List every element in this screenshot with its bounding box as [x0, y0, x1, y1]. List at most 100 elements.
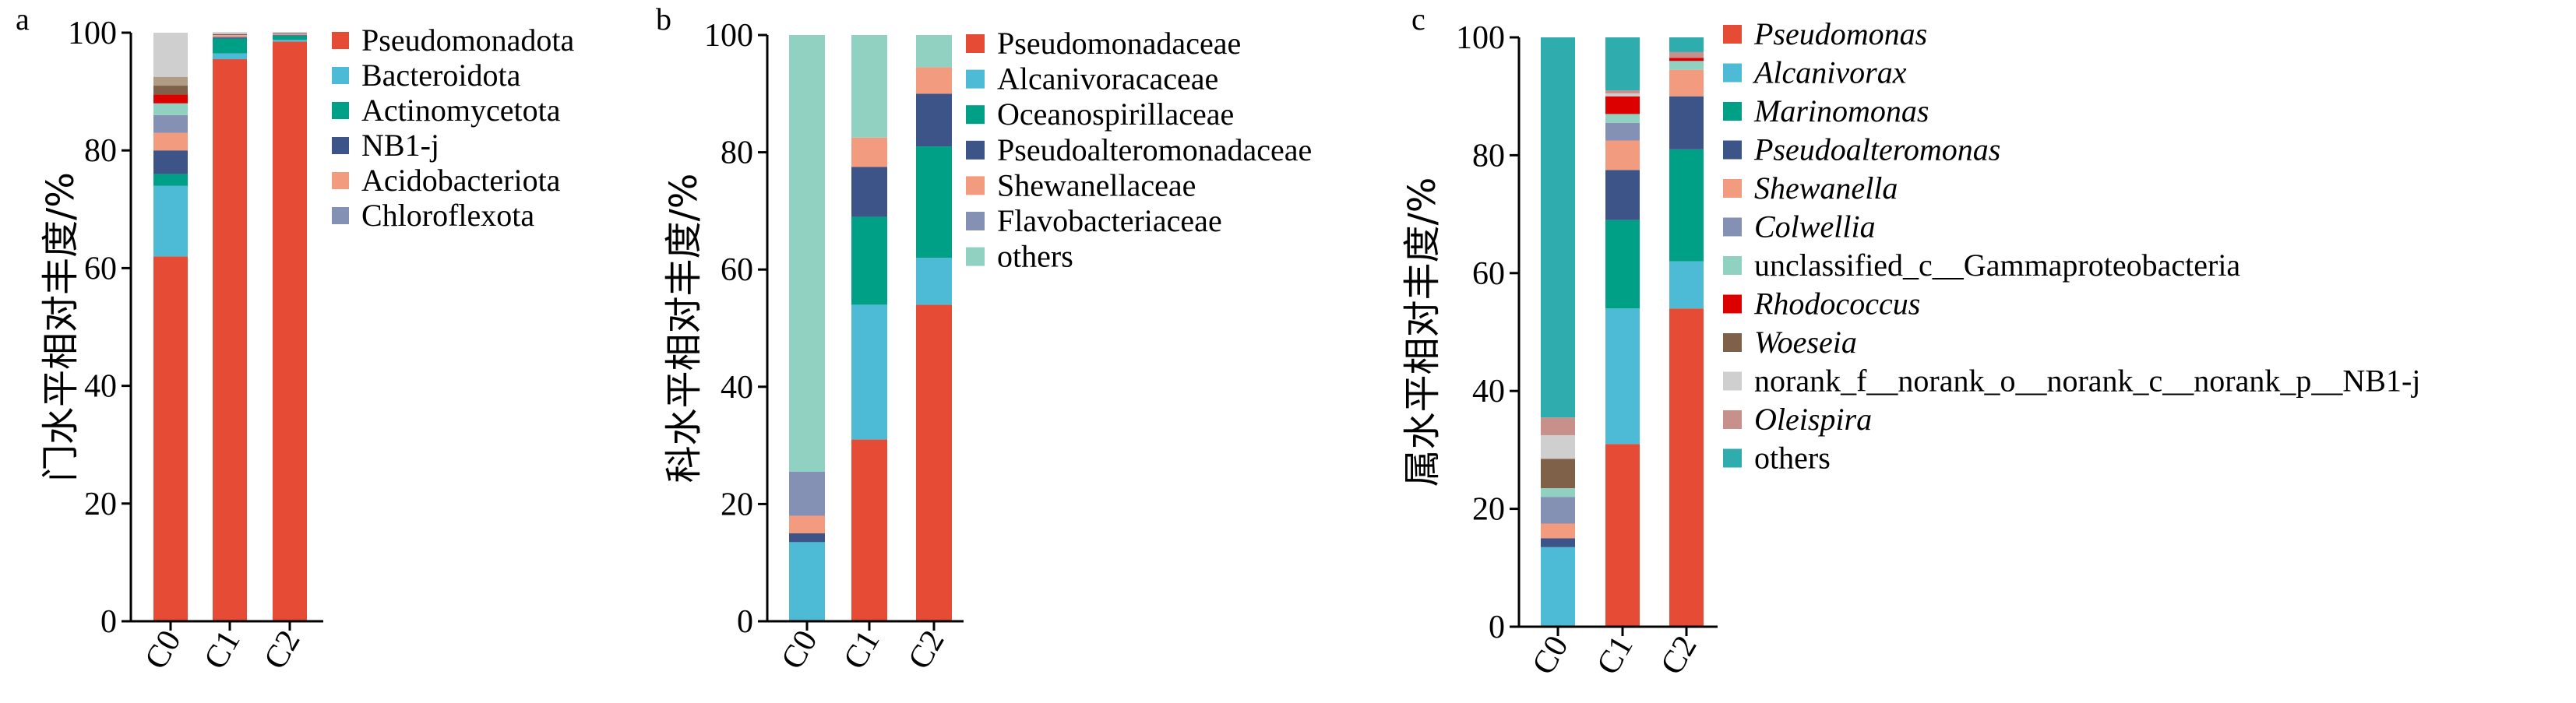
chart-panel-c: c 属水平相对丰度/% C0 C1 C2 0 20 40 60 80 100 Pseudomonas A… [1401, 2, 2420, 680]
bar-segment [1541, 523, 1575, 539]
y-tick-label: 60 [1472, 256, 1505, 292]
bar-segment [1605, 93, 1640, 97]
bar-segment [153, 86, 188, 95]
legend-swatch [1723, 371, 1742, 391]
bar-segment [789, 533, 825, 543]
bar-segment [273, 35, 307, 40]
bar-segment [916, 67, 952, 94]
bar-segment [1605, 220, 1640, 309]
bar-segment [213, 34, 247, 36]
bar-segment [153, 94, 188, 104]
bar-segment [153, 185, 188, 257]
legend-swatch [332, 172, 349, 189]
bar-segment [1605, 308, 1640, 445]
legend-swatch [1723, 294, 1742, 314]
y-tick-label: 100 [68, 16, 117, 51]
y-tick-label: 100 [1456, 20, 1505, 56]
legend-label: Shewanella [1754, 170, 1898, 206]
bar-segment [916, 93, 952, 147]
panel-label: c [1411, 2, 1425, 37]
bar-segment [213, 35, 247, 36]
legend-swatch [1723, 179, 1742, 198]
legend-swatch [332, 67, 349, 84]
legend-label: Shewanellaceae [997, 167, 1196, 202]
legend-label: Woeseia [1754, 325, 1857, 360]
x-tick-label: C1 [1590, 630, 1640, 680]
bar-segment [851, 35, 887, 138]
bar-segment [916, 146, 952, 258]
legend-label: NB1-j [361, 128, 439, 163]
y-tick-label: 20 [721, 487, 753, 522]
bar-segment [851, 304, 887, 440]
bar-segment [213, 37, 247, 39]
legend-label: unclassified_c__Gammaproteobacteria [1754, 248, 2240, 283]
bar-segment [273, 41, 307, 621]
legend-label: Alcanivoracaceae [997, 62, 1218, 97]
bar-segment [1605, 90, 1640, 93]
bar-segment [153, 103, 188, 115]
y-tick-label: 100 [704, 18, 753, 54]
bar-segment [851, 216, 887, 305]
x-tick-label: C0 [138, 624, 188, 675]
legend-swatch [1723, 25, 1742, 44]
legend-swatch [332, 207, 349, 224]
legend-swatch [332, 32, 349, 49]
y-axis-title: 属水平相对丰度/% [1401, 178, 1444, 487]
legend-swatch [1723, 410, 1742, 429]
bar-segment [153, 33, 188, 77]
x-tick-label: C0 [774, 624, 824, 675]
y-tick-label: 20 [1472, 492, 1505, 528]
bar-segment [1605, 96, 1640, 114]
x-tick-label: C2 [1654, 630, 1704, 680]
bar-segment [1669, 308, 1704, 627]
legend-label: Chloroflexota [361, 198, 534, 233]
bar-segment [1605, 170, 1640, 220]
x-tick-label: C2 [257, 624, 307, 675]
legend-swatch [966, 247, 985, 266]
legend: PseudomonadotaBacteroidotaActinomycetota… [332, 23, 575, 233]
bar-segment [851, 137, 887, 167]
legend-label: norank_f__norank_o__norank_c__norank_p__… [1754, 364, 2420, 399]
legend-label: Rhodococcus [1753, 286, 1920, 322]
y-tick-label: 80 [721, 135, 753, 171]
bar-segment [1669, 51, 1704, 58]
bar-segment [851, 439, 887, 621]
bar-segment [153, 114, 188, 133]
y-tick-label: 0 [737, 604, 753, 640]
bar-segment [1669, 61, 1704, 70]
bar-segment [153, 76, 188, 86]
y-tick-label: 40 [721, 370, 753, 406]
y-tick-label: 60 [721, 252, 753, 288]
y-tick-label: 0 [1489, 610, 1505, 645]
legend-label: Pseudomonas [1753, 16, 1927, 51]
bar-segment [1605, 444, 1640, 627]
legend-label: Flavobacteriaceae [997, 203, 1222, 238]
bar-segment [213, 38, 247, 54]
bar-segment [153, 174, 188, 186]
bar-segment [789, 542, 825, 621]
bar-segment [1541, 497, 1575, 524]
bar-segment [213, 59, 247, 621]
bar-segment [1669, 37, 1704, 52]
x-tick-label: C1 [197, 624, 247, 675]
legend-label: Colwellia [1754, 209, 1876, 244]
y-axis-title: 科水平相对丰度/% [662, 174, 706, 483]
legend-swatch [1723, 448, 1742, 468]
legend-label: Actinomycetota [361, 93, 561, 128]
bar-segment [1541, 417, 1575, 435]
bar-segment [1605, 114, 1640, 123]
bar-segment [213, 36, 247, 38]
chart-panel-b: b 科水平相对丰度/% C0 C1 C2 0 20 40 60 80 100 Pseudomonada… [656, 2, 1312, 675]
bar-segment [1541, 37, 1575, 418]
bar-segment [1541, 434, 1575, 459]
bar-segment [213, 35, 247, 37]
bar-segment [213, 53, 247, 60]
legend-swatch [1723, 102, 1742, 121]
bar-segment [153, 150, 188, 174]
bar-segment [1541, 488, 1575, 497]
legend-swatch [966, 69, 985, 89]
bar-segment [1541, 459, 1575, 489]
bar-segment [1541, 547, 1575, 627]
